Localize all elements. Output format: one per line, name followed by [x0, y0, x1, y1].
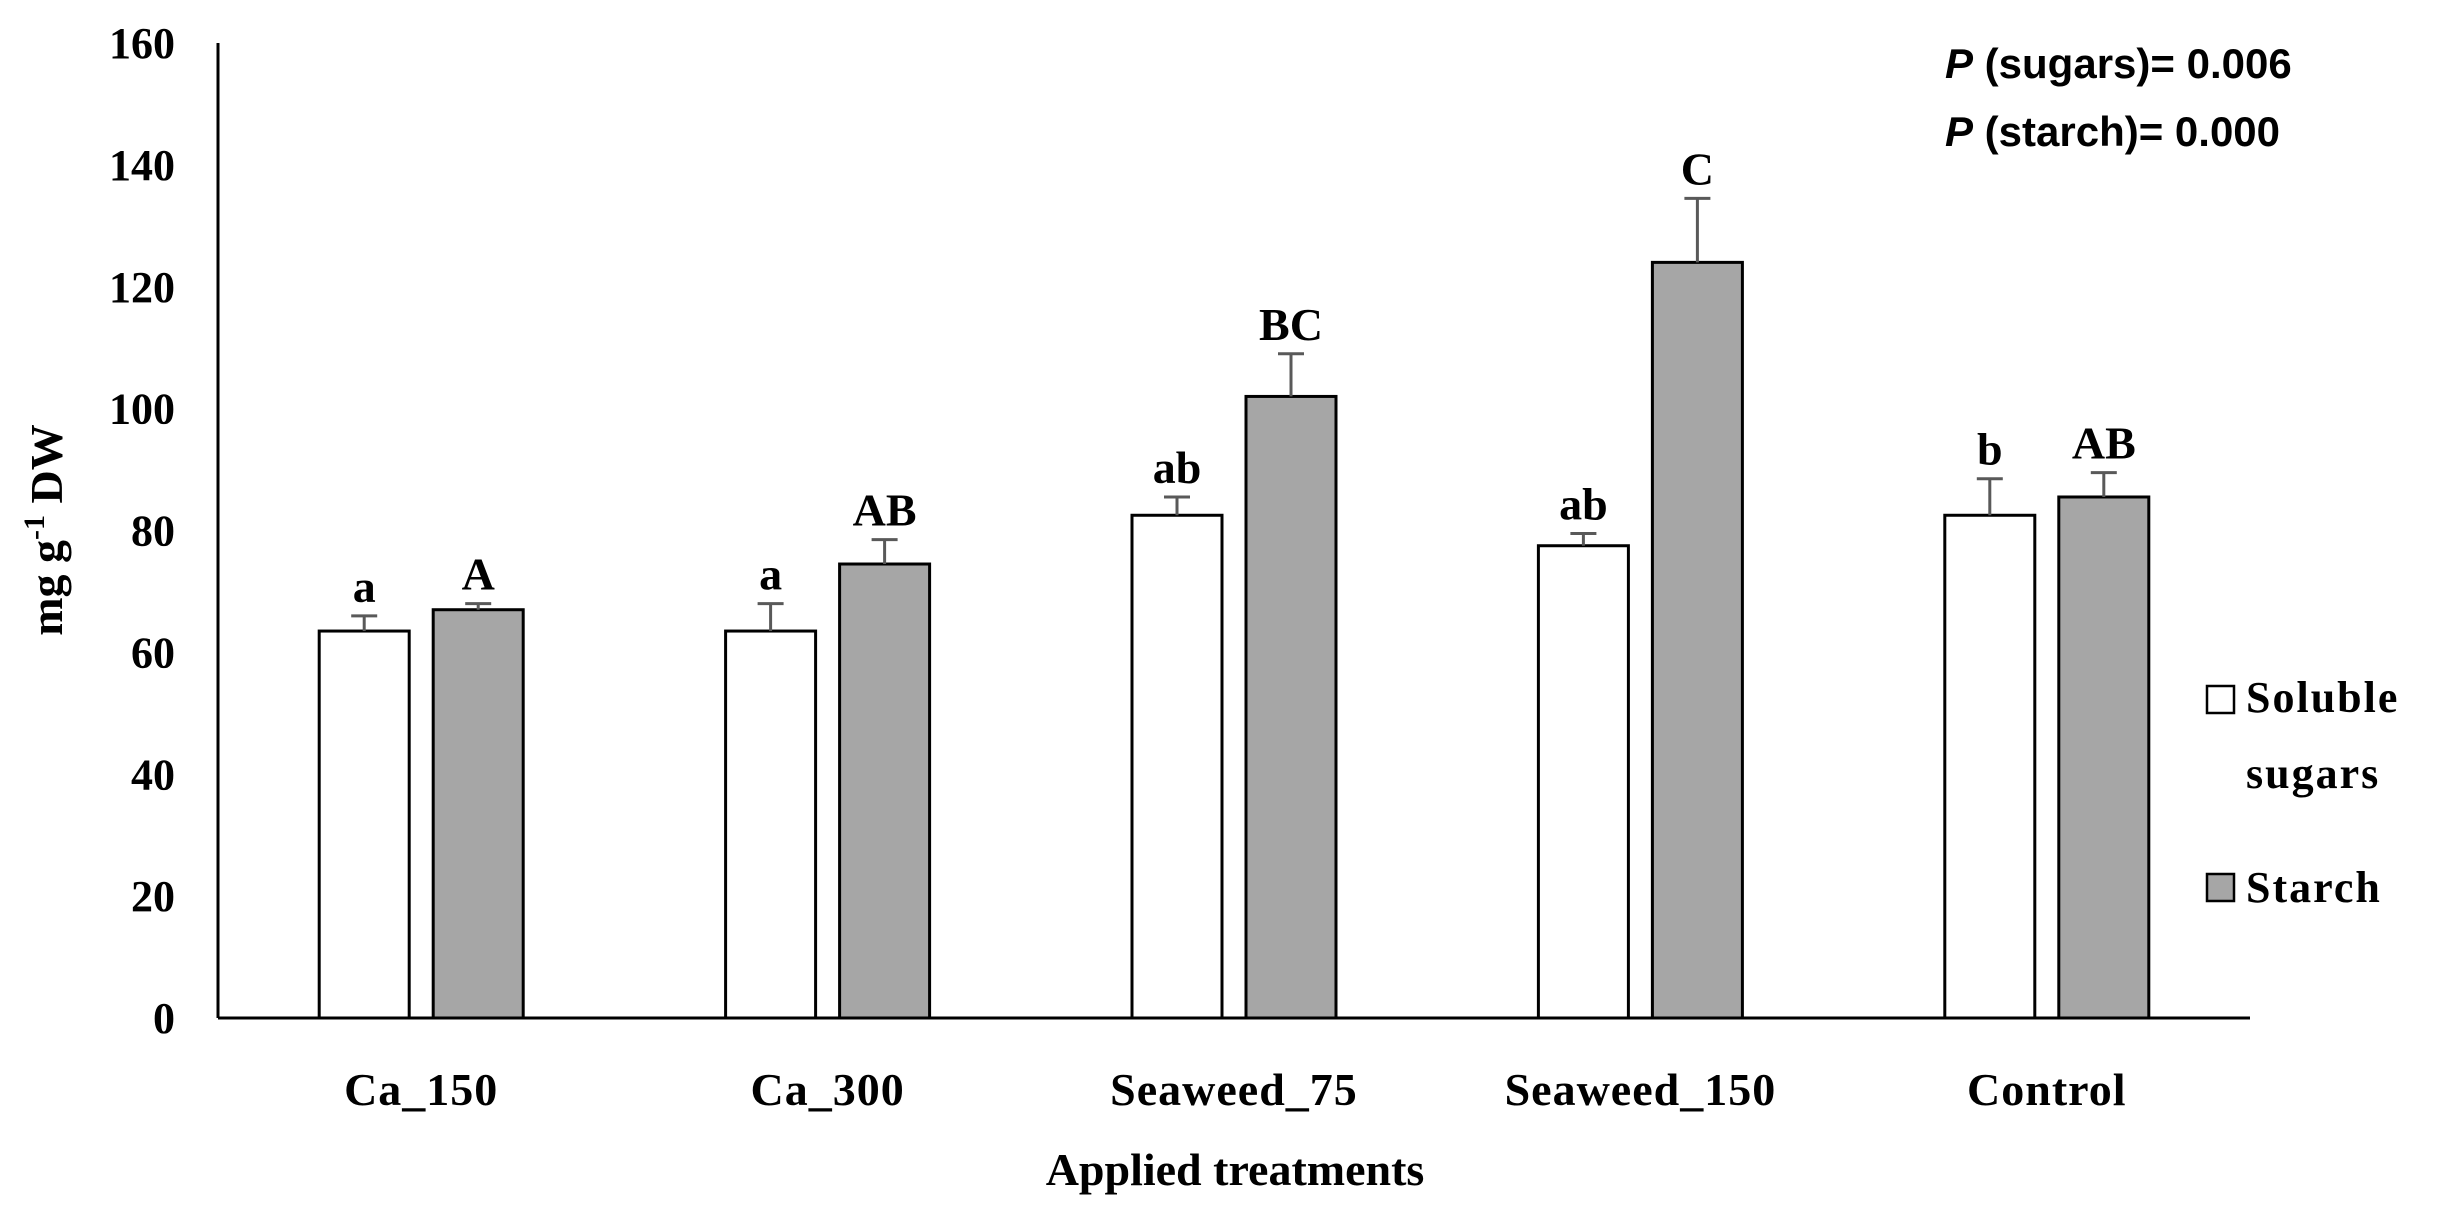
y-axis-title-rest: DW	[21, 424, 72, 515]
bar	[1244, 394, 1338, 1020]
y-tick-label: 140	[109, 141, 175, 190]
y-tick-label: 20	[131, 872, 175, 921]
bar	[431, 608, 525, 1020]
legend-item-soluble-sugars: Soluble sugars	[2205, 673, 2399, 798]
x-tick-label: Control	[1967, 1064, 2127, 1115]
legend-label-starch: Starch	[2246, 863, 2382, 912]
legend-swatch-starch	[2205, 872, 2236, 903]
x-tick-label: Ca_150	[344, 1064, 498, 1115]
bar	[1650, 260, 1744, 1020]
legend-label-soluble-sugars-line1: Soluble	[2246, 673, 2399, 722]
data-label: ab	[1559, 479, 1608, 530]
p-value-starch: P (starch)= 0.000	[1945, 108, 2280, 155]
bar	[1130, 513, 1224, 1020]
y-tick-label: 80	[131, 507, 175, 556]
y-axis: 0 20 40 60 80 100 120 140 160	[109, 19, 220, 1043]
p-value-sugars-text: (sugars)= 0.006	[1973, 40, 2292, 87]
x-axis: Ca_150 Ca_300 Seaweed_75 Seaweed_150 Control	[218, 1016, 2250, 1115]
data-label: a	[353, 561, 376, 612]
data-label: AB	[853, 485, 917, 536]
y-tick-label: 120	[109, 263, 175, 312]
bar	[2057, 495, 2151, 1020]
y-tick-label: 0	[153, 994, 175, 1043]
data-label: C	[1681, 143, 1714, 194]
x-tick-label: Seaweed_150	[1505, 1064, 1777, 1115]
data-label: A	[462, 549, 495, 600]
p-italic: P	[1945, 108, 1974, 155]
legend-label-soluble-sugars-line2: sugars	[2246, 749, 2380, 798]
data-label: ab	[1153, 442, 1202, 493]
legend: Soluble sugars Starch	[2205, 673, 2399, 912]
p-value-sugars: P (sugars)= 0.006	[1945, 40, 2292, 87]
data-label: BC	[1259, 299, 1323, 350]
y-axis-title-base: mg g	[21, 540, 72, 636]
data-label: a	[759, 549, 782, 600]
p-value-annotations: P (sugars)= 0.006 P (starch)= 0.000	[1945, 40, 2292, 155]
y-tick-labels: 0 20 40 60 80 100 120 140 160	[109, 19, 175, 1043]
y-tick-label: 60	[131, 628, 175, 677]
bar	[1943, 513, 2037, 1020]
bars	[317, 196, 2151, 1020]
data-label: AB	[2072, 418, 2136, 469]
legend-item-starch: Starch	[2205, 863, 2382, 912]
bar	[838, 562, 932, 1020]
p-italic: P	[1945, 40, 1974, 87]
data-label: b	[1977, 424, 2003, 475]
bar	[1536, 544, 1630, 1020]
y-tick-label: 40	[131, 750, 175, 799]
x-tick-label: Seaweed_75	[1110, 1064, 1358, 1115]
y-axis-title-sup: -1	[18, 515, 51, 540]
x-axis-title: Applied treatments	[1046, 1144, 1425, 1195]
x-tick-labels: Ca_150 Ca_300 Seaweed_75 Seaweed_150 Control	[344, 1064, 2127, 1115]
p-value-starch-text: (starch)= 0.000	[1973, 108, 2280, 155]
y-tick-label: 100	[109, 385, 175, 434]
bar	[317, 629, 411, 1020]
legend-swatch-soluble-sugars	[2205, 684, 2236, 715]
bar	[724, 629, 818, 1020]
y-tick-label: 160	[109, 19, 175, 68]
y-axis-title: mg g-1 DW	[18, 424, 72, 636]
x-tick-label: Ca_300	[750, 1064, 904, 1115]
